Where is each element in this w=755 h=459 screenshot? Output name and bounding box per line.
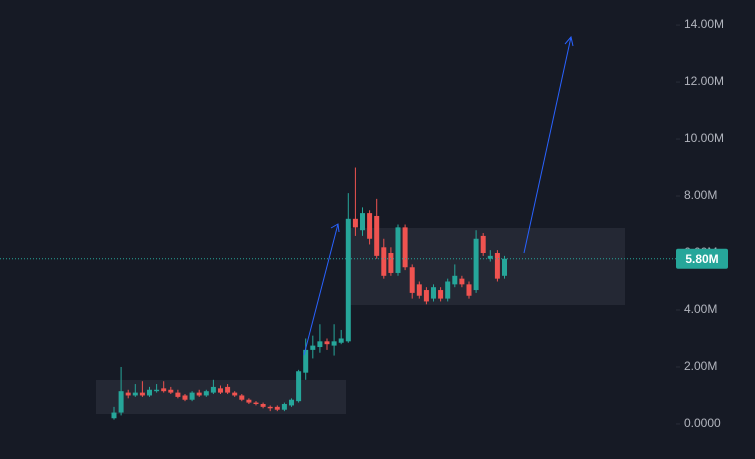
- last-price-tag: [676, 248, 728, 269]
- last-price-label: 5.80M: [685, 252, 718, 266]
- candle-body: [360, 213, 365, 231]
- range-box: [96, 380, 346, 414]
- candle-body: [139, 392, 145, 396]
- candle-body: [154, 389, 160, 392]
- candle-body: [466, 284, 472, 296]
- candle-body: [452, 275, 458, 285]
- candle-body: [111, 412, 117, 419]
- candle-body: [338, 338, 344, 343]
- candle-body: [494, 253, 500, 279]
- candle-body: [218, 388, 223, 393]
- candle-body: [480, 235, 486, 254]
- candle-body: [182, 395, 188, 400]
- y-tick-label: 8.00M: [684, 188, 717, 202]
- candle-body: [289, 399, 294, 406]
- candles: [111, 167, 507, 420]
- candle-body: [175, 392, 181, 397]
- y-tick-label: 12.00M: [684, 74, 724, 88]
- candle-body: [438, 290, 444, 299]
- candle-body: [423, 290, 429, 302]
- y-tick-label: 0.0000: [684, 416, 721, 430]
- candle-body: [281, 404, 287, 410]
- candle-body: [402, 227, 408, 268]
- candle-body: [395, 227, 401, 273]
- candle-body: [246, 399, 252, 403]
- candle-body: [459, 278, 465, 285]
- candle-body: [473, 238, 479, 291]
- y-tick-label: 4.00M: [684, 302, 717, 316]
- candle-body: [210, 386, 216, 393]
- y-tick-label: 10.00M: [684, 131, 724, 145]
- candle-body: [260, 404, 266, 407]
- candle-body: [118, 391, 124, 413]
- candle-body: [274, 406, 280, 410]
- candle-body: [416, 284, 422, 296]
- candle-body: [189, 392, 195, 400]
- price-axis: 0.00002.00M4.00M6.00M8.00M10.00M12.00M14…: [0, 17, 728, 430]
- candle-body: [232, 392, 238, 396]
- candle-body: [132, 392, 138, 396]
- candle-body: [296, 371, 302, 402]
- candle-body: [203, 391, 209, 396]
- trend-arrows: [303, 35, 574, 356]
- candle-body: [147, 389, 152, 396]
- candle-body: [502, 258, 507, 276]
- arrow-line: [523, 36, 572, 254]
- candle-body: [196, 392, 202, 396]
- candle-body: [487, 255, 493, 259]
- arrow-head: [330, 223, 340, 233]
- candle-body: [388, 253, 394, 273]
- candle-body: [239, 395, 245, 400]
- candle-body: [125, 392, 131, 396]
- candle-body: [253, 402, 259, 405]
- arrow-head: [564, 35, 574, 47]
- candle-body: [345, 218, 351, 342]
- candle-body: [225, 386, 231, 393]
- candle-body: [267, 406, 273, 409]
- candle-body: [317, 341, 323, 348]
- candle-body: [303, 349, 309, 373]
- candle-body: [409, 267, 415, 293]
- candle-body: [374, 215, 380, 256]
- y-tick-label: 2.00M: [684, 359, 717, 373]
- candle-body: [331, 341, 337, 346]
- candle-body: [324, 341, 330, 345]
- candle-body: [168, 389, 174, 393]
- candle-body: [445, 281, 451, 299]
- candle-body: [352, 218, 358, 228]
- arrow-line: [303, 223, 339, 356]
- candle-body: [310, 345, 316, 350]
- y-tick-label: 14.00M: [684, 17, 724, 31]
- candle-body: [161, 388, 167, 392]
- candle-body: [431, 287, 436, 299]
- candle-body: [381, 247, 387, 276]
- candle-body: [367, 213, 373, 239]
